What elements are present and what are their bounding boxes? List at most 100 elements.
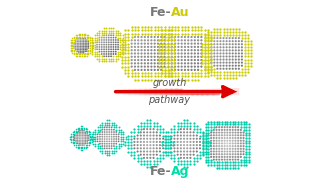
Point [78,148,84,151]
Point [220,128,225,131]
Point [224,67,229,70]
Point [236,126,241,129]
Point [209,123,214,126]
Point [205,62,211,65]
Point [172,62,177,65]
Point [209,43,214,46]
Point [217,147,222,150]
Point [225,153,230,156]
Point [179,55,184,58]
Point [87,50,92,53]
Point [169,59,174,62]
Point [230,155,235,158]
Point [246,158,252,161]
Point [97,53,102,56]
Point [83,35,88,38]
Point [189,36,194,39]
Point [79,50,84,53]
Point [138,128,143,131]
Point [79,43,84,46]
Point [188,134,193,137]
Point [100,124,105,127]
Point [79,42,84,45]
Point [181,140,187,143]
Point [94,34,100,37]
Point [215,64,220,67]
Point [100,147,105,150]
Point [212,34,217,37]
Point [178,140,183,143]
Point [185,140,190,143]
Point [199,36,204,39]
Point [116,29,121,32]
Point [166,62,171,65]
Point [222,145,227,148]
Point [119,45,124,48]
Point [142,75,148,78]
Point [179,42,184,45]
Point [78,51,83,54]
Point [188,124,193,127]
Point [90,43,95,46]
Point [214,147,219,150]
Point [165,52,171,55]
Point [185,118,190,121]
Point [214,126,219,129]
Point [201,150,206,153]
Point [220,134,225,137]
Point [119,62,124,65]
Point [141,160,147,163]
Point [94,36,100,39]
Point [97,48,102,51]
Point [245,55,251,58]
Point [169,36,174,39]
Point [201,131,206,134]
Point [238,134,244,137]
Point [129,153,134,156]
Point [203,46,208,49]
Point [83,37,88,40]
Point [166,32,171,35]
Point [169,75,174,78]
Point [102,126,107,129]
Point [166,45,171,48]
Point [165,62,171,65]
Point [189,49,194,52]
Point [154,147,159,150]
Point [215,58,220,61]
Point [169,68,174,71]
Point [182,59,188,62]
Point [192,26,197,29]
Point [202,68,207,71]
Point [89,37,94,40]
Point [90,138,95,141]
Text: pathway: pathway [148,95,190,105]
Point [214,153,219,156]
Point [132,42,138,45]
Point [189,59,194,62]
Point [136,75,141,78]
Point [71,35,76,38]
Point [126,68,131,71]
Point [159,49,164,52]
Point [70,139,76,142]
Point [186,45,191,48]
Point [192,42,197,45]
Point [241,131,246,134]
Point [76,55,81,58]
Point [197,156,203,159]
Point [126,49,131,52]
Point [159,32,164,35]
Point [104,27,109,30]
Point [142,32,148,35]
Bar [170,89,177,94]
Point [136,32,141,35]
Point [165,29,171,32]
Point [74,142,79,145]
Point [152,26,157,29]
Point [145,134,150,137]
Point [225,155,230,158]
Point [230,73,235,76]
Point [97,29,102,32]
Point [192,59,197,62]
